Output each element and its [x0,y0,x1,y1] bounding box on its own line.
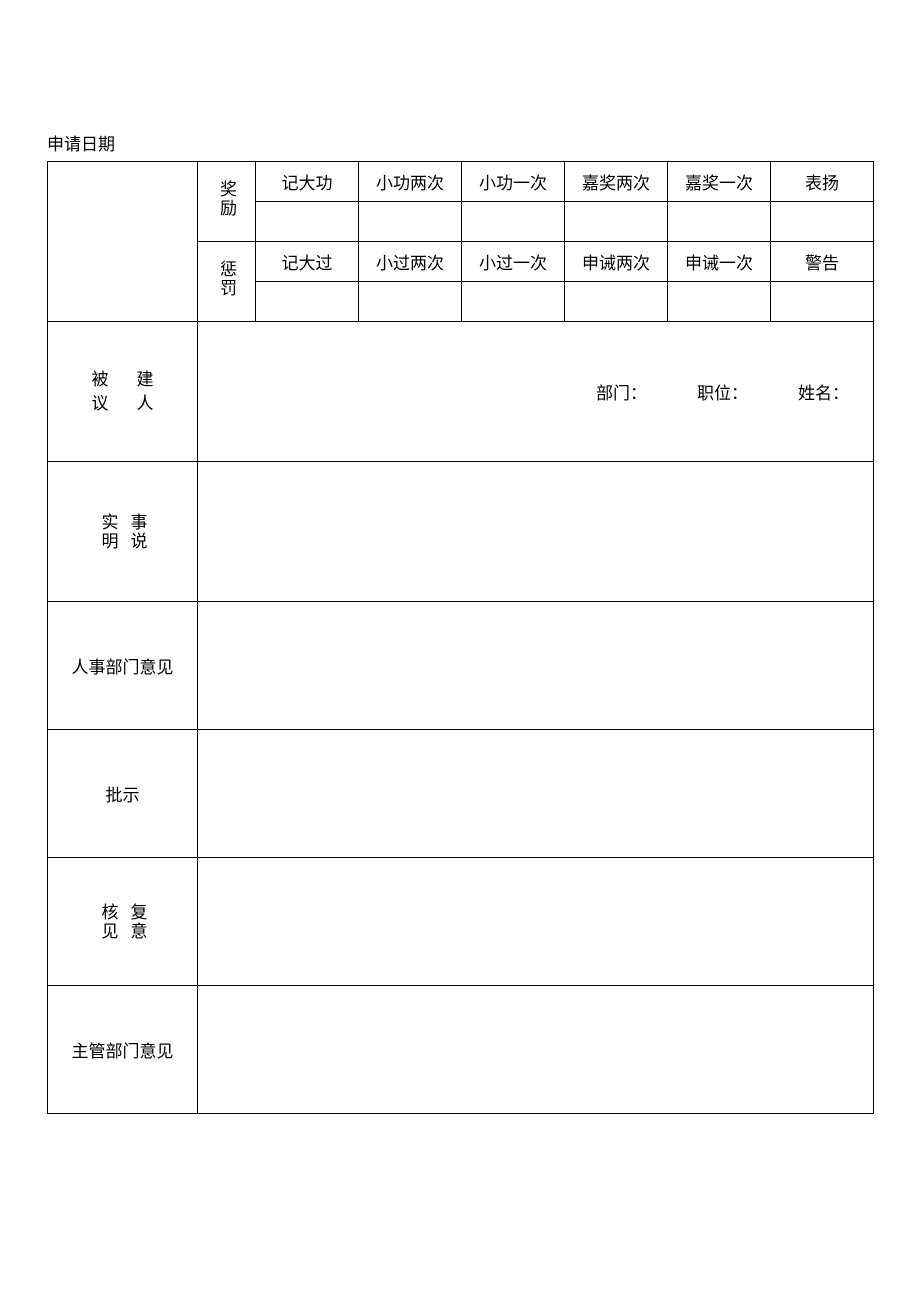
punishment-check-1[interactable] [359,282,462,322]
reward-check-1[interactable] [359,202,462,242]
hr-opinion-row: 人事部门意见 [48,602,874,730]
facts-label: 实明 事说 [48,462,198,602]
reward-check-0[interactable] [256,202,359,242]
punishment-check-2[interactable] [462,282,565,322]
reward-check-3[interactable] [565,202,668,242]
approval-content[interactable] [198,730,874,858]
reward-item-2: 小功一次 [462,162,565,202]
supervisor-opinion-label: 主管部门意见 [48,986,198,1114]
punishment-item-4: 申诫一次 [668,242,771,282]
proposed-person-row: 被 议 建 人 部门： 职位： 姓名： [48,322,874,462]
reward-item-3: 嘉奖两次 [565,162,668,202]
facts-content[interactable] [198,462,874,602]
name-field[interactable]: 姓名： [798,379,849,404]
proposed-person-fields[interactable]: 部门： 职位： 姓名： [198,322,874,462]
punishment-check-3[interactable] [565,282,668,322]
punishment-item-2: 小过一次 [462,242,565,282]
rewards-category-label: 奖励 [198,162,256,242]
empty-top-label [48,162,198,322]
reward-item-1: 小功两次 [359,162,462,202]
punishment-item-1: 小过两次 [359,242,462,282]
punishment-item-3: 申诫两次 [565,242,668,282]
application-date-label: 申请日期 [47,130,873,155]
reward-check-5[interactable] [771,202,874,242]
review-row: 核见 复意 [48,858,874,986]
punishment-item-0: 记大过 [256,242,359,282]
punishment-check-4[interactable] [668,282,771,322]
supervisor-opinion-content[interactable] [198,986,874,1114]
supervisor-opinion-row: 主管部门意见 [48,986,874,1114]
hr-opinion-label: 人事部门意见 [48,602,198,730]
approval-row: 批示 [48,730,874,858]
approval-label: 批示 [48,730,198,858]
department-field[interactable]: 部门： [596,379,647,404]
punishment-check-0[interactable] [256,282,359,322]
review-label: 核见 复意 [48,858,198,986]
rewards-header-row: 奖励 记大功 小功两次 小功一次 嘉奖两次 嘉奖一次 表扬 [48,162,874,202]
punishments-category-label: 惩罚 [198,242,256,322]
reward-item-0: 记大功 [256,162,359,202]
facts-row: 实明 事说 [48,462,874,602]
proposed-person-label: 被 议 建 人 [48,322,198,462]
position-field[interactable]: 职位： [697,379,748,404]
reward-item-5: 表扬 [771,162,874,202]
hr-opinion-content[interactable] [198,602,874,730]
form-table: 奖励 记大功 小功两次 小功一次 嘉奖两次 嘉奖一次 表扬 惩罚 记大过 小过两… [47,161,874,1114]
punishment-check-5[interactable] [771,282,874,322]
reward-check-4[interactable] [668,202,771,242]
reward-check-2[interactable] [462,202,565,242]
reward-item-4: 嘉奖一次 [668,162,771,202]
review-content[interactable] [198,858,874,986]
punishment-item-5: 警告 [771,242,874,282]
